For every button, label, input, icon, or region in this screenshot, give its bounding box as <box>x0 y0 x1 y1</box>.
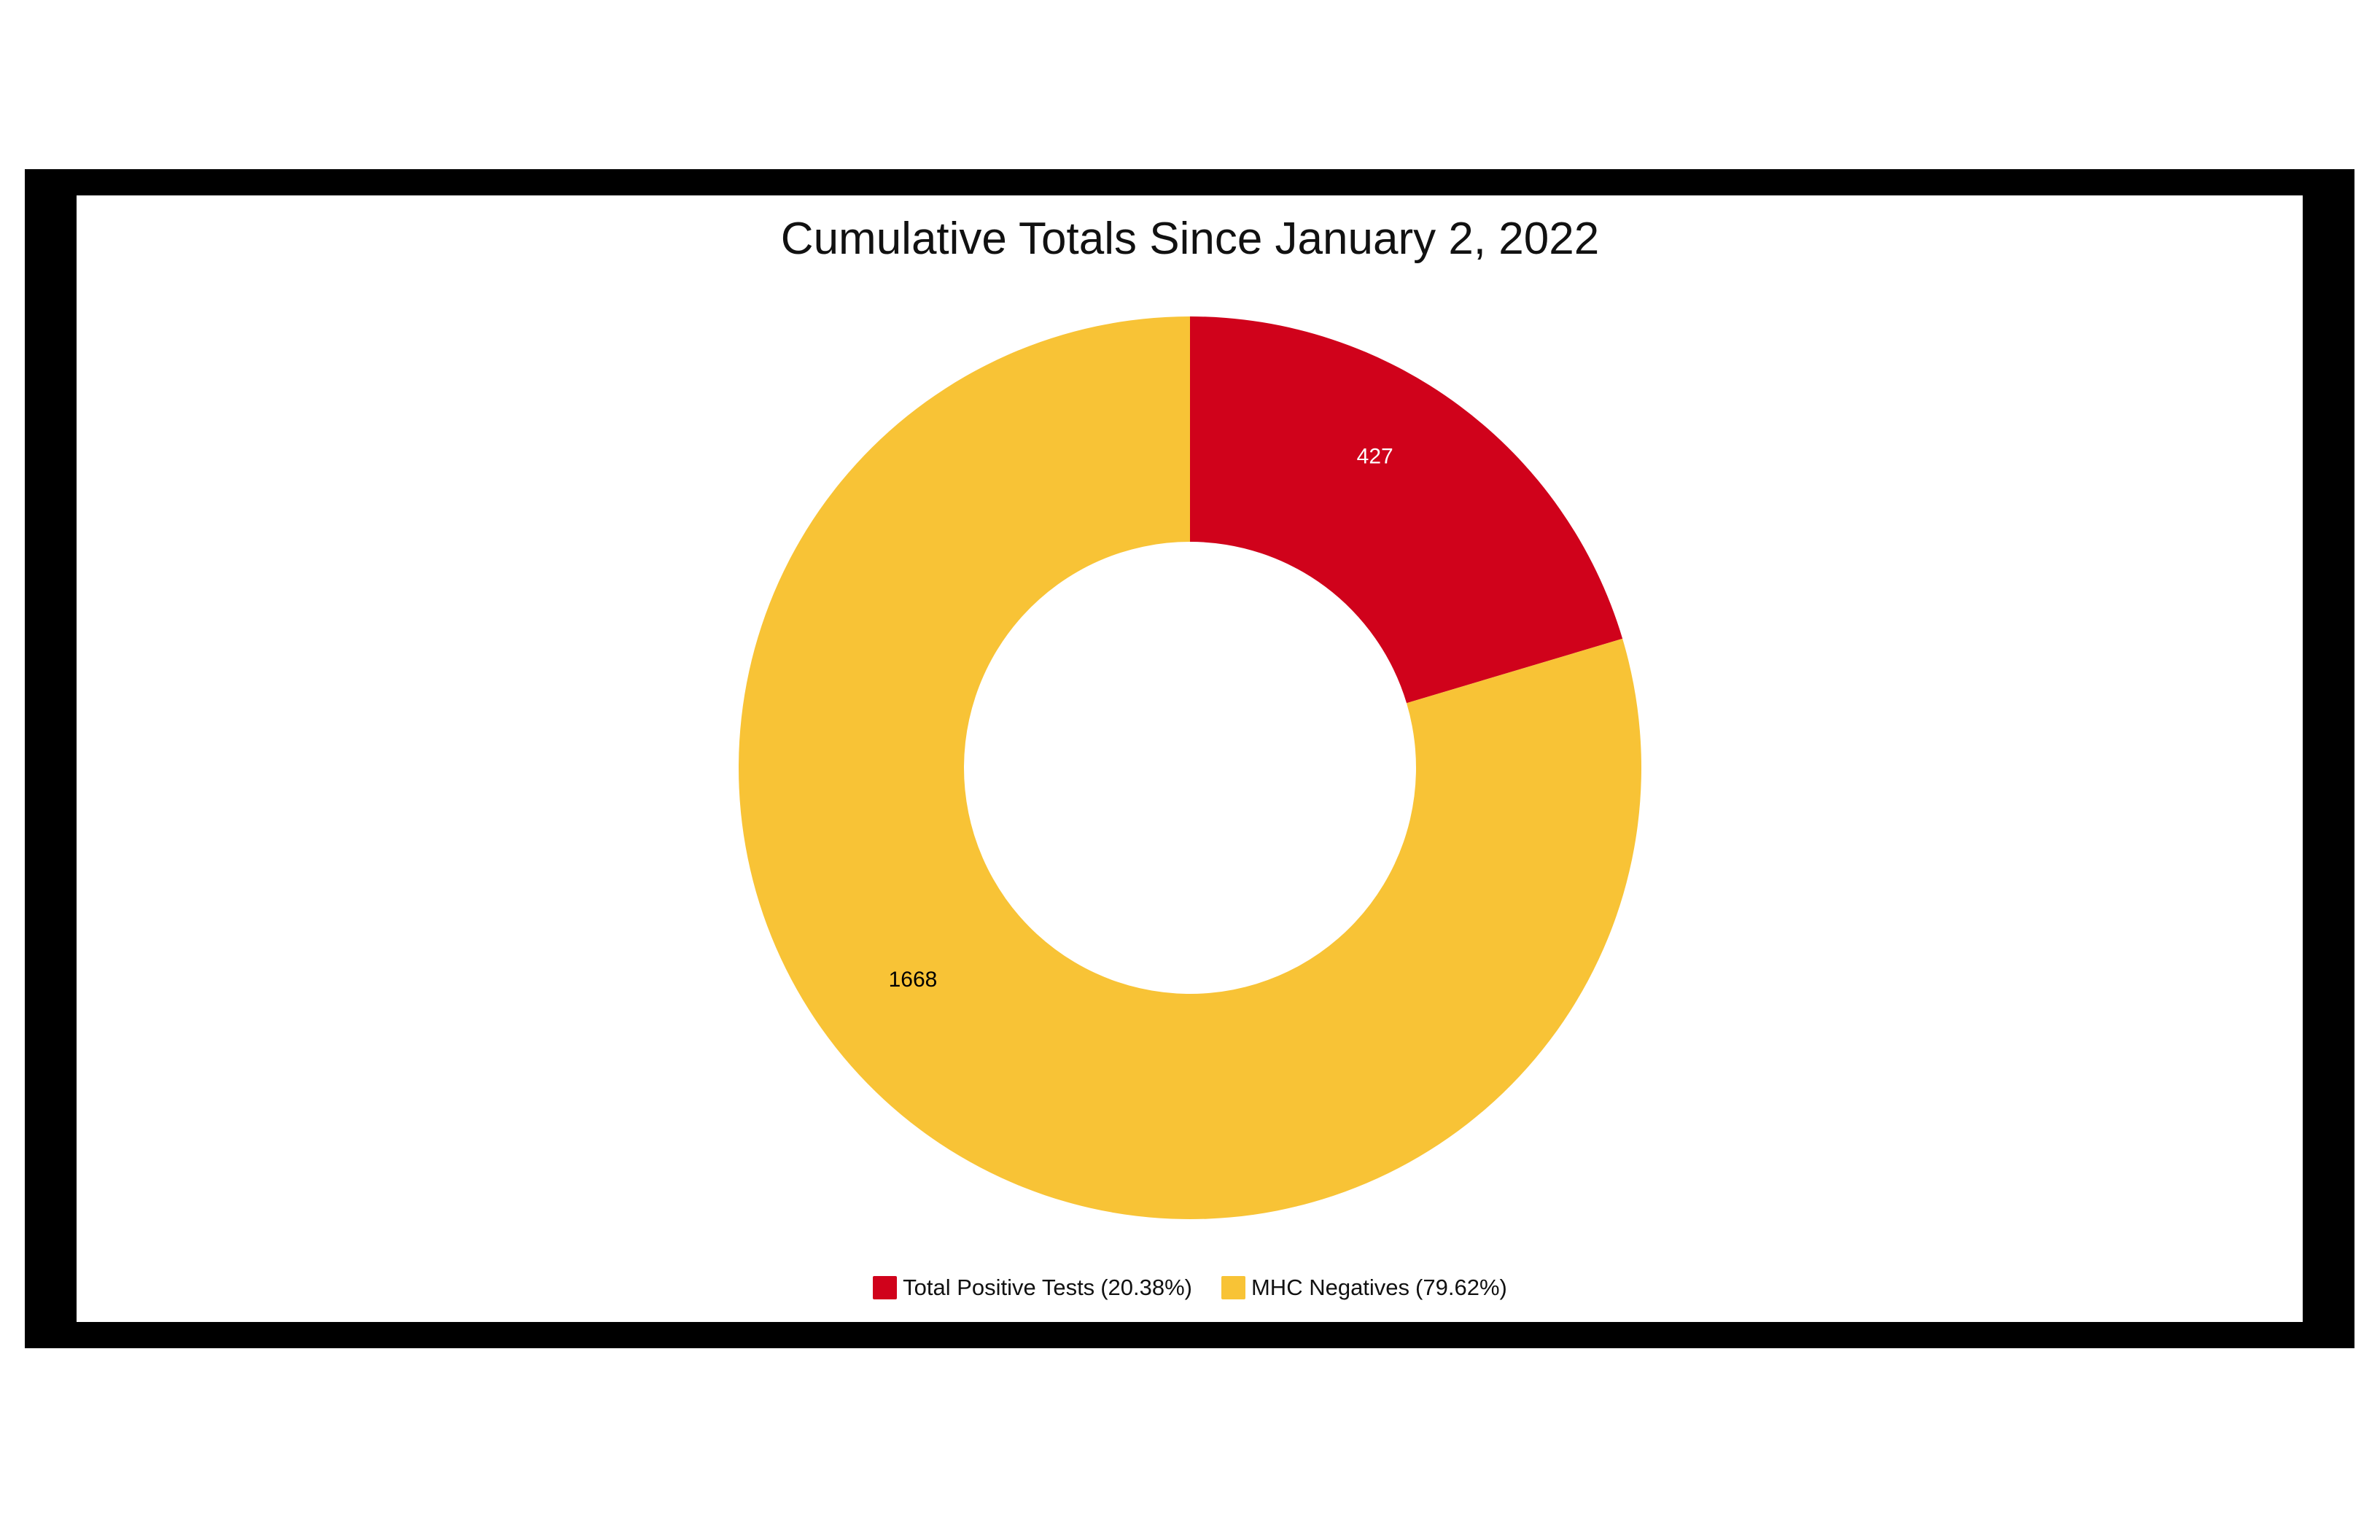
data-label: 427 <box>1357 445 1393 469</box>
legend-swatch <box>1221 1276 1245 1299</box>
legend-percent: (79.62%) <box>1415 1275 1507 1300</box>
slice-total-positive-tests[interactable] <box>1190 316 1623 704</box>
slice-mhc-negatives[interactable] <box>739 316 1642 1219</box>
legend-label: Total Positive Tests <box>903 1275 1095 1300</box>
legend-label: MHC Negatives <box>1251 1275 1410 1300</box>
legend-percent: (20.38%) <box>1100 1275 1192 1300</box>
legend-item-positive[interactable]: Total Positive Tests (20.38%) <box>873 1275 1192 1301</box>
legend-item-negatives[interactable]: MHC Negatives (79.62%) <box>1221 1275 1507 1301</box>
data-label: 1668 <box>889 968 938 992</box>
chart-title: Cumulative Totals Since January 2, 2022 <box>780 214 1600 264</box>
legend-swatch <box>873 1276 898 1299</box>
legend: Total Positive Tests (20.38%) MHC Negati… <box>0 1275 2380 1301</box>
